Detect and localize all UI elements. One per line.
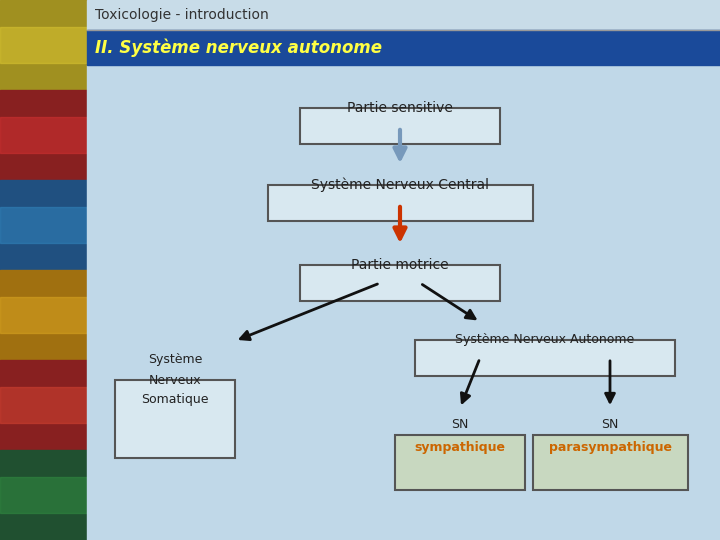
Bar (87, 0, 720, 30)
Text: Partie motrice: Partie motrice (351, 258, 449, 272)
Text: Système: Système (148, 354, 202, 367)
Bar (0, 360, 87, 450)
Bar (0, 90, 87, 180)
FancyBboxPatch shape (415, 340, 675, 376)
FancyBboxPatch shape (268, 185, 533, 221)
Text: Toxicologie - introduction: Toxicologie - introduction (95, 8, 269, 22)
FancyBboxPatch shape (300, 108, 500, 144)
Bar (0, 270, 87, 360)
FancyBboxPatch shape (115, 380, 235, 458)
Bar (0, 117, 87, 153)
Bar (0, 450, 87, 540)
Text: SN: SN (601, 418, 618, 431)
Text: Système Nerveux Central: Système Nerveux Central (311, 178, 489, 192)
Bar (87, 65, 720, 540)
Bar (0, 387, 87, 423)
Bar (0, 180, 87, 270)
Bar (0, 0, 87, 90)
Text: SN: SN (451, 418, 469, 431)
Bar (0, 27, 87, 63)
Text: Système Nerveux Autonome: Système Nerveux Autonome (455, 334, 634, 347)
Bar (0, 477, 87, 513)
Text: Somatique: Somatique (141, 394, 209, 407)
Text: II. Système nerveux autonome: II. Système nerveux autonome (95, 38, 382, 57)
FancyBboxPatch shape (300, 265, 500, 301)
Text: Nerveux: Nerveux (149, 374, 202, 387)
Text: sympathique: sympathique (415, 441, 505, 454)
FancyBboxPatch shape (533, 435, 688, 490)
FancyBboxPatch shape (395, 435, 525, 490)
Bar (0, 207, 87, 243)
Text: Partie sensitive: Partie sensitive (347, 101, 453, 115)
Bar (87, 30, 720, 65)
Text: parasympathique: parasympathique (549, 441, 672, 454)
Bar (0, 297, 87, 333)
